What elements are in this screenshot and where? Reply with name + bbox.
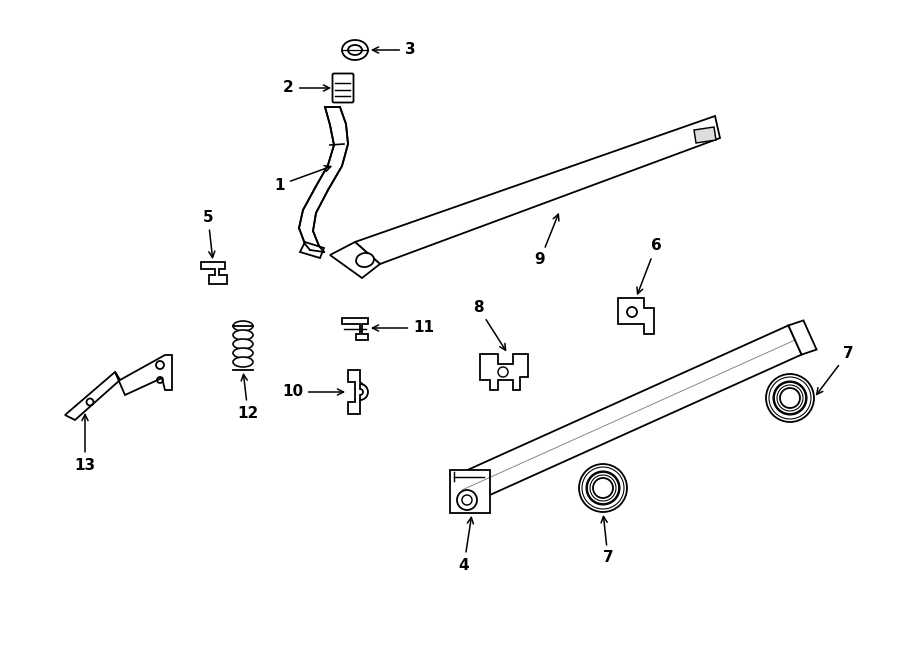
Ellipse shape <box>233 339 253 349</box>
Polygon shape <box>65 372 120 420</box>
Text: 3: 3 <box>373 42 416 58</box>
Polygon shape <box>355 116 720 264</box>
Text: 12: 12 <box>238 375 258 420</box>
Polygon shape <box>348 370 366 414</box>
Ellipse shape <box>233 348 253 358</box>
Polygon shape <box>342 318 368 340</box>
Ellipse shape <box>356 253 374 267</box>
Polygon shape <box>694 127 716 143</box>
Polygon shape <box>455 325 802 504</box>
FancyBboxPatch shape <box>332 73 354 102</box>
Text: 6: 6 <box>637 239 662 294</box>
Polygon shape <box>618 298 654 334</box>
Polygon shape <box>300 242 324 258</box>
Wedge shape <box>360 384 368 400</box>
Polygon shape <box>330 242 380 278</box>
Polygon shape <box>201 262 227 284</box>
Text: 7: 7 <box>601 516 613 566</box>
Text: 9: 9 <box>535 214 559 268</box>
Text: 11: 11 <box>373 321 434 336</box>
Text: 8: 8 <box>472 299 506 350</box>
Ellipse shape <box>233 330 253 340</box>
Text: 4: 4 <box>459 518 473 572</box>
Circle shape <box>579 464 627 512</box>
Text: 5: 5 <box>202 210 215 258</box>
Polygon shape <box>115 355 172 395</box>
Text: 7: 7 <box>816 346 853 395</box>
Polygon shape <box>788 321 816 354</box>
Circle shape <box>766 374 814 422</box>
Ellipse shape <box>233 321 253 331</box>
Circle shape <box>587 472 619 504</box>
Circle shape <box>457 490 477 510</box>
Polygon shape <box>480 354 528 390</box>
Text: 13: 13 <box>75 414 95 473</box>
Ellipse shape <box>342 40 368 60</box>
Polygon shape <box>450 470 490 513</box>
Text: 1: 1 <box>274 166 331 192</box>
Ellipse shape <box>233 357 253 367</box>
Polygon shape <box>299 107 348 252</box>
Text: 10: 10 <box>282 385 344 399</box>
Circle shape <box>774 382 806 414</box>
Text: 2: 2 <box>284 81 329 95</box>
